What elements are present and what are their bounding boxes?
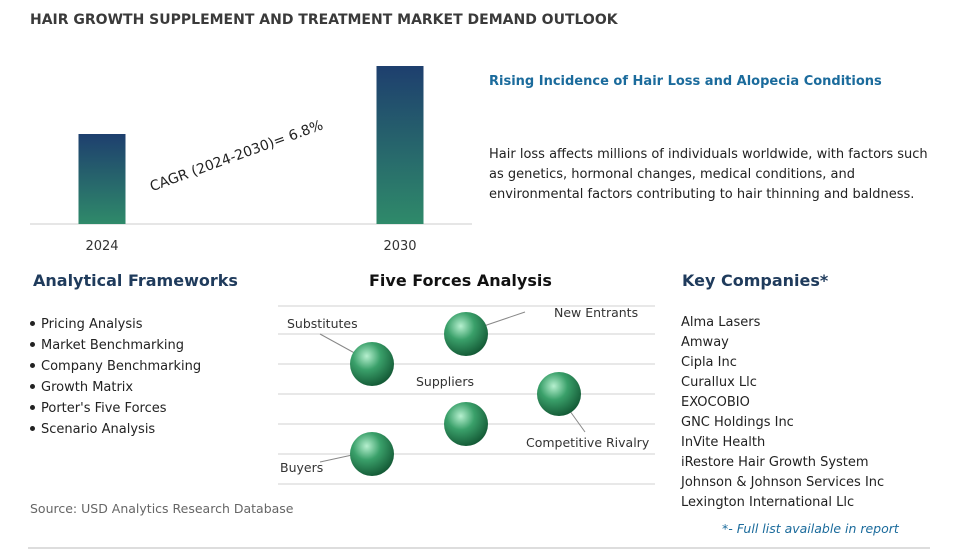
force-label: New Entrants: [554, 305, 638, 320]
company: iRestore Hair Growth System: [681, 455, 869, 470]
company: Curallux Llc: [681, 375, 757, 390]
x-tick-label: 2024: [85, 239, 118, 254]
force-label: Competitive Rivalry: [526, 435, 650, 450]
framework-item: Porter's Five Forces: [30, 398, 201, 419]
bar: [78, 134, 126, 224]
sphere: [444, 402, 488, 446]
bullet: [30, 405, 35, 410]
bullet: [30, 384, 35, 389]
framework-text: Market Benchmarking: [41, 338, 184, 353]
companies-heading: Key Companies*: [682, 271, 829, 290]
highlight-text: Hair loss affects millions of individual…: [489, 147, 928, 202]
companies-list: Alma Lasers Amway Cipla Inc Curallux Llc EXO…: [681, 313, 884, 513]
five-forces-diagram: Substitutes New Entrants Suppliers Compe…: [278, 305, 655, 485]
companies-note: *- Full list available in report: [722, 521, 899, 536]
company: Cipla Inc: [681, 355, 737, 370]
framework-text: Porter's Five Forces: [41, 401, 167, 416]
company: Amway: [681, 335, 729, 350]
framework-item: Market Benchmarking: [30, 335, 201, 356]
company: InVite Health: [681, 435, 766, 450]
framework-item: Growth Matrix: [30, 377, 201, 398]
sphere: [537, 372, 581, 416]
force-label: Substitutes: [287, 316, 358, 331]
sphere: [444, 312, 488, 356]
company: GNC Holdings Inc: [681, 415, 794, 430]
bullet: [30, 426, 35, 431]
bullet: [30, 363, 35, 368]
frameworks-list: Pricing Analysis Market Benchmarking Compa…: [30, 314, 201, 440]
company: Johnson & Johnson Services Inc: [681, 475, 885, 490]
framework-item: Pricing Analysis: [30, 314, 201, 335]
page-title: HAIR GROWTH SUPPLEMENT AND TREATMENT MAR…: [30, 12, 618, 28]
force-label: Buyers: [280, 460, 323, 475]
framework-item: Company Benchmarking: [30, 356, 201, 377]
bar-chart: 2024 2030: [78, 66, 424, 254]
bar: [376, 66, 424, 224]
framework-text: Pricing Analysis: [41, 317, 143, 332]
framework-text: Company Benchmarking: [41, 359, 202, 374]
cagr-annotation: CAGR (2024-2030)= 6.8%: [148, 117, 326, 195]
sphere: [350, 432, 394, 476]
source: Source: USD Analytics Research Database: [30, 501, 294, 516]
highlight-heading: Rising Incidence of Hair Loss and Alopec…: [489, 74, 882, 89]
framework-item: Scenario Analysis: [30, 419, 201, 440]
frameworks-heading: Analytical Frameworks: [33, 271, 238, 290]
leader: [319, 333, 361, 357]
x-tick-label: 2030: [383, 239, 416, 254]
framework-text: Scenario Analysis: [41, 422, 156, 437]
sphere: [350, 342, 394, 386]
company: Lexington International Llc: [681, 495, 855, 510]
bullet: [30, 342, 35, 347]
framework-text: Growth Matrix: [41, 380, 134, 395]
company: EXOCOBIO: [681, 395, 750, 410]
company: Alma Lasers: [681, 315, 761, 330]
bullet: [30, 321, 35, 326]
force-label: Suppliers: [416, 374, 474, 389]
five-forces-heading: Five Forces Analysis: [369, 271, 552, 290]
